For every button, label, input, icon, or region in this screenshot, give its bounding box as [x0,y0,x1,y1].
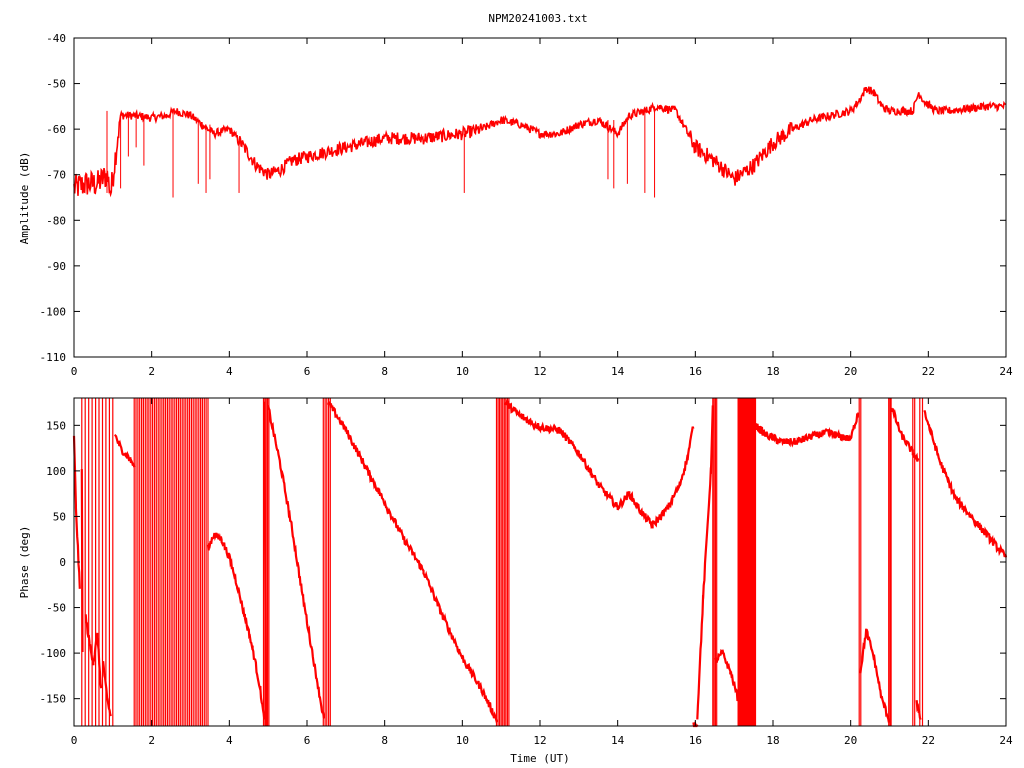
amplitude-ytick-label: -50 [46,78,66,91]
phase-series-segment [263,401,268,727]
amplitude-ytick-label: -60 [46,123,66,136]
phase-ytick-label: 100 [46,465,66,478]
phase-panel: 0 2 4 6 8 10 12 14 16 18 20 22 24150100500-50-100-15… [18,397,1013,765]
amplitude-xtick-label: 6 [304,365,311,378]
amplitude-xtick-label: 14 [611,365,625,378]
chart-title: NPM20241003.txt [488,12,587,25]
phase-series-segment [72,435,81,589]
phase-xtick-label: 6 [304,734,311,747]
phase-series-segment [754,412,860,448]
phase-series-segment [696,405,714,720]
amplitude-ylabel: Amplitude (dB) [18,152,31,245]
amplitude-xtick-label: 10 [456,365,469,378]
phase-series-segment [102,660,112,717]
amplitude-ytick-label: -40 [46,32,66,45]
amplitude-ytick-label: -90 [46,260,66,273]
amplitude-traces [73,86,1006,198]
phase-series-segment [80,469,84,653]
phase-xtick-label: 8 [381,734,388,747]
phase-ytick-label: -50 [46,602,66,615]
amplitude-xtick-label: 4 [226,365,233,378]
phase-xtick-label: 10 [456,734,469,747]
amplitude-xtick-label: 16 [689,365,702,378]
amplitude-xtick-label: 8 [381,365,388,378]
amplitude-xtick-label: 20 [844,365,857,378]
phase-xtick-label: 20 [844,734,857,747]
phase-series-segment [714,648,739,702]
amplitude-xtick-label: 0 [71,365,78,378]
phase-xtick-label: 16 [689,734,702,747]
phase-series-segment [114,434,136,468]
amplitude-panel: 0 2 4 6 8 10 12 14 16 18 20 22 24-40-50-60-70-80-90-… [18,32,1013,378]
amplitude-ytick-label: -110 [40,351,67,364]
phase-traces [72,397,1008,728]
amplitude-ytick-label: -80 [46,214,66,227]
phase-xtick-label: 14 [611,734,625,747]
amplitude-xtick-label: 24 [999,365,1013,378]
phase-ytick-label: 50 [53,510,66,523]
phase-xtick-label: 12 [533,734,546,747]
phase-series-segment [84,614,103,689]
phase-series-segment [327,400,499,724]
phase-xtick-label: 0 [71,734,78,747]
amplitude-ytick-label: -70 [46,169,66,182]
phase-series-segment [206,532,266,720]
phase-series-segment [267,405,326,719]
amplitude-xtick-label: 18 [766,365,779,378]
phase-xtick-label: 18 [766,734,779,747]
amplitude-xtick-label: 22 [922,365,935,378]
phase-series-segment [859,628,891,723]
phase-xtick-label: 4 [226,734,233,747]
phase-series-segment [890,407,920,462]
phase-xtick-label: 2 [148,734,155,747]
phase-xtick-label: 24 [999,734,1013,747]
phase-ylabel: Phase (deg) [18,526,31,599]
amplitude-ticks: 0 2 4 6 8 10 12 14 16 18 20 22 24-40-50-60-70-80-90-… [40,32,1013,378]
amplitude-xtick-label: 2 [148,365,155,378]
phase-series-segment [915,700,922,720]
phase-ytick-label: -100 [40,647,67,660]
amplitude-ytick-label: -100 [40,305,67,318]
phase-xlabel: Time (UT) [510,752,570,765]
phase-ytick-label: -150 [40,693,67,706]
phase-series-segment [503,397,695,530]
phase-ytick-label: 150 [46,419,66,432]
phase-ticks: 0 2 4 6 8 10 12 14 16 18 20 22 24150100500-50-100-15… [40,398,1013,747]
phase-series-segment [923,409,1008,558]
amplitude-xtick-label: 12 [533,365,546,378]
amplitude-series-line [73,86,1006,198]
phase-ytick-label: 0 [59,556,66,569]
phase-xtick-label: 22 [922,734,935,747]
